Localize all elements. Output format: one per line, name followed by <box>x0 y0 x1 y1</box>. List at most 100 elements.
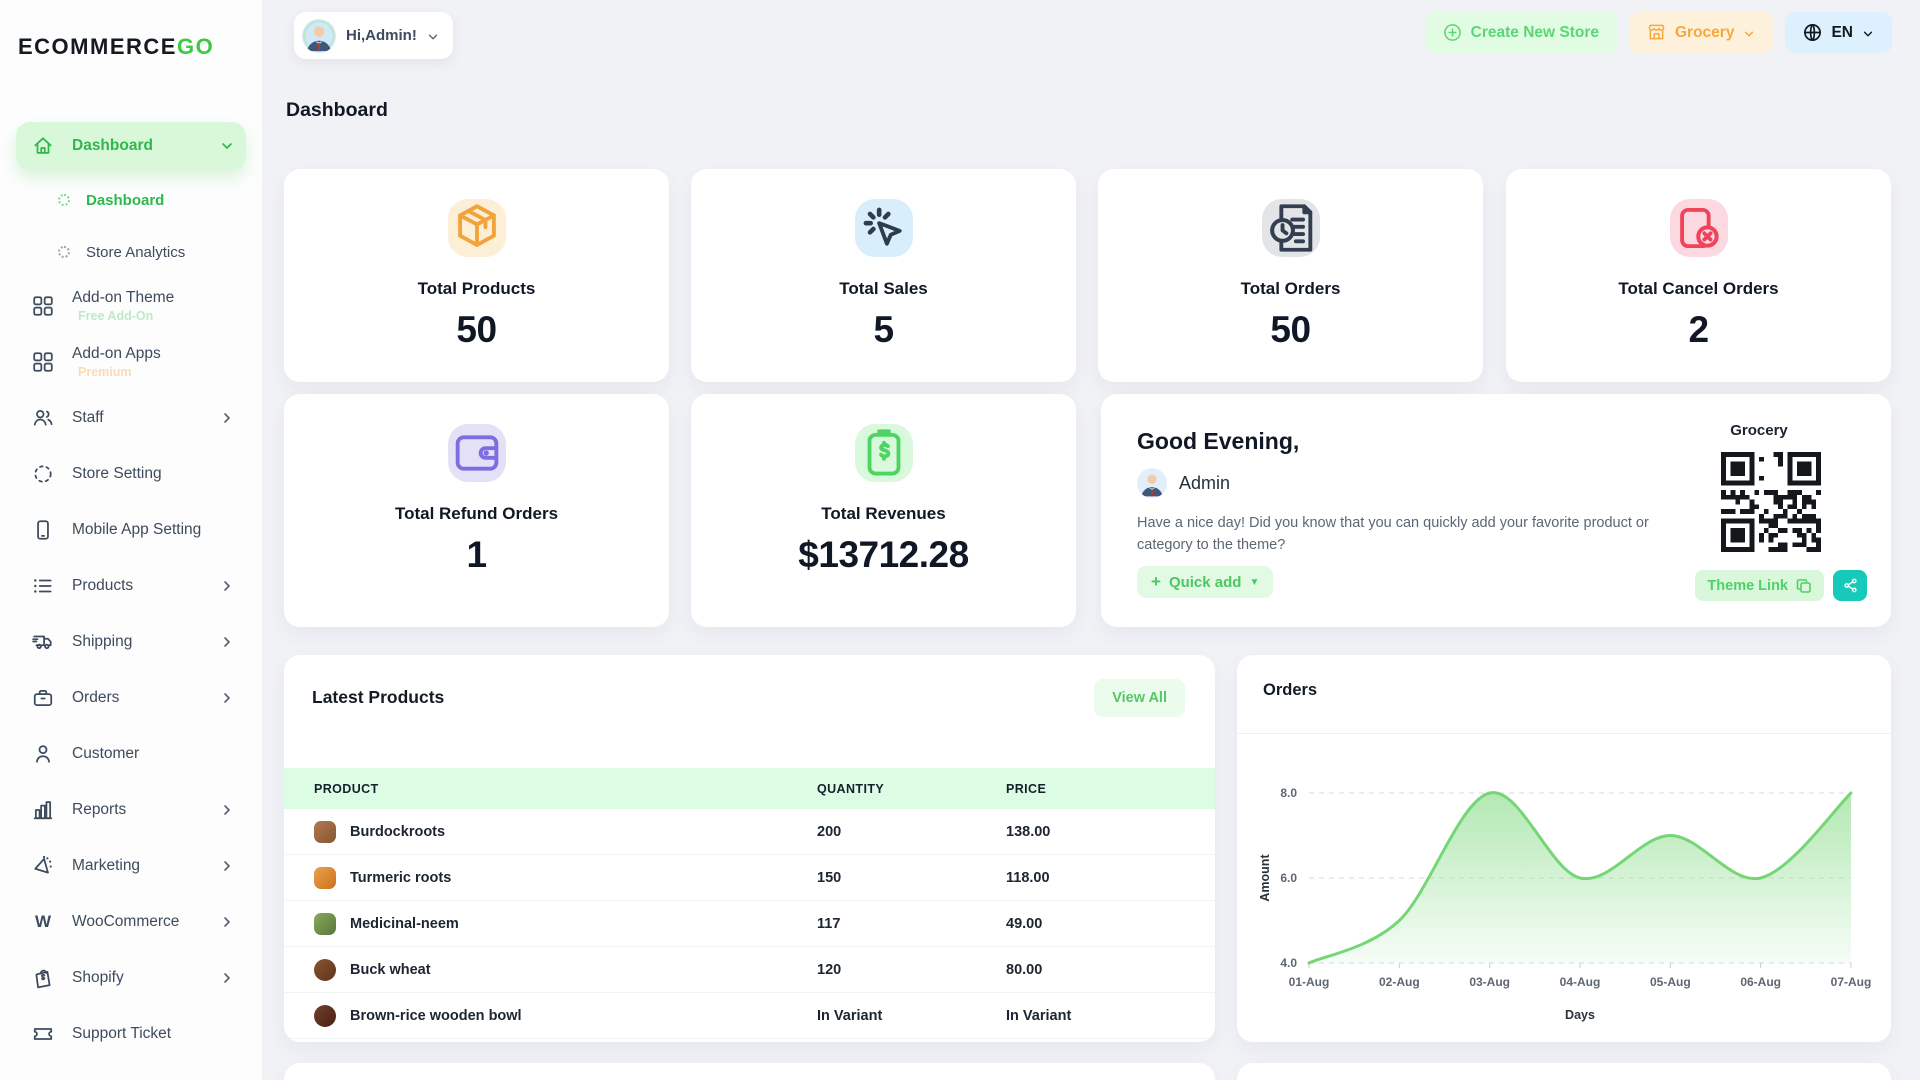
stat-value: 50 <box>456 309 497 350</box>
svg-text:Amount: Amount <box>1258 854 1272 902</box>
sidebar-item-products[interactable]: Products <box>16 562 246 610</box>
table-row[interactable]: Buck wheat 120 80.00 <box>284 947 1215 993</box>
language-selector-button[interactable]: EN <box>1785 12 1892 53</box>
sidebar-item-shopify[interactable]: Shopify <box>16 954 246 1002</box>
user-menu-chip[interactable]: Hi,Admin! <box>294 12 453 59</box>
premium-badge: Premium <box>78 365 132 379</box>
stat-card-total-revenues: Total Revenues $13712.28 <box>691 394 1076 627</box>
brand-text: ECOMMERCE <box>18 34 177 59</box>
sidebar-item-label: Products <box>72 577 134 594</box>
table-row[interactable]: Brown-rice wooden bowl In Variant In Var… <box>284 993 1215 1039</box>
orders-invoice-icon <box>1261 199 1320 257</box>
chevron-right-icon <box>220 691 234 705</box>
sidebar-item-orders[interactable]: Orders <box>16 674 246 722</box>
sidebar-item-label: Staff <box>72 409 104 426</box>
bullet-icon <box>58 246 70 258</box>
sidebar-item-support-ticket[interactable]: Support Ticket <box>16 1010 246 1058</box>
product-name: Medicinal-neem <box>350 915 459 932</box>
sidebar-item-label: Shipping <box>72 633 133 650</box>
greeting-username: Admin <box>1179 472 1231 493</box>
stat-value: 1 <box>466 534 487 575</box>
grid-icon <box>32 295 54 317</box>
product-quantity: 117 <box>817 915 841 932</box>
svg-text:05-Aug: 05-Aug <box>1650 975 1691 989</box>
sidebar-item-customer[interactable]: Customer <box>16 730 246 778</box>
svg-text:4.0: 4.0 <box>1280 956 1297 970</box>
chevron-right-icon <box>220 859 234 873</box>
stat-label: Total Products <box>417 279 536 298</box>
stat-value: 2 <box>1688 309 1709 350</box>
table-header-row: PRODUCT QUANTITY PRICE <box>284 768 1215 809</box>
stat-label: Total Refund Orders <box>394 504 559 523</box>
partial-card <box>1237 1063 1891 1080</box>
sidebar-item-label: Support Ticket <box>72 1025 172 1042</box>
svg-text:03-Aug: 03-Aug <box>1469 975 1510 989</box>
column-header-product: PRODUCT <box>314 781 379 796</box>
sidebar-item-label: Mobile App Setting <box>72 521 202 538</box>
table-row[interactable]: Medicinal-neem 117 49.00 <box>284 901 1215 947</box>
table-row[interactable]: Turmeric roots 150 118.00 <box>284 855 1215 901</box>
sidebar-item-addon-apps[interactable]: Add-on Apps Premium <box>16 338 246 386</box>
chevron-down-icon <box>1862 27 1874 39</box>
bullet-icon <box>58 194 70 206</box>
view-all-button[interactable]: View All <box>1094 679 1185 717</box>
storefront-icon <box>1647 23 1666 42</box>
create-store-label: Create New Store <box>1470 23 1599 41</box>
avatar <box>1137 468 1167 498</box>
share-button[interactable] <box>1833 570 1867 601</box>
users-icon <box>32 407 54 429</box>
store-selector-button[interactable]: Grocery <box>1629 12 1774 53</box>
stat-value: 5 <box>873 309 894 350</box>
product-name: Brown-rice wooden bowl <box>350 1007 522 1024</box>
refund-wallet-icon <box>447 424 506 482</box>
sidebar-item-store-analytics[interactable]: Store Analytics <box>16 230 246 274</box>
quick-add-button[interactable]: + Quick add ▼ <box>1137 566 1274 598</box>
product-thumbnail <box>314 1004 336 1027</box>
orders-chart-card: Orders 4.0 6.0 8.0 01-Aug 02-Aug 03-Aug 04-Aug… <box>1237 655 1891 1042</box>
svg-text:06-Aug: 06-Aug <box>1740 975 1781 989</box>
theme-qr-code <box>1721 452 1821 552</box>
briefcase-icon <box>32 687 54 709</box>
product-quantity: 120 <box>817 961 842 978</box>
greeting-card: Good Evening, Admin Have a nice day! Did… <box>1101 394 1891 627</box>
sidebar-item-shipping[interactable]: Shipping <box>16 618 246 666</box>
product-thumbnail <box>314 820 336 843</box>
sidebar-item-addon-theme[interactable]: Add-on Theme Free Add-On <box>16 282 246 330</box>
globe-icon <box>1803 23 1822 42</box>
sidebar-item-mobile-app-setting[interactable]: Mobile App Setting <box>16 506 246 554</box>
svg-text:04-Aug: 04-Aug <box>1560 975 1601 989</box>
avatar <box>302 18 336 53</box>
theme-link-button[interactable]: Theme Link <box>1695 570 1824 601</box>
product-quantity: In Variant <box>817 1007 883 1024</box>
sidebar: ECOMMERCEGO Dashboard Dashboard Store An… <box>0 0 262 1080</box>
dotted-circle-icon <box>32 463 54 485</box>
create-new-store-button[interactable]: Create New Store <box>1424 12 1617 53</box>
product-quantity: 200 <box>817 823 842 840</box>
sidebar-item-label: Customer <box>72 745 140 762</box>
orders-chart-title: Orders <box>1263 681 1318 699</box>
sidebar-item-label: Add-on Theme <box>72 289 175 306</box>
product-price: 80.00 <box>1006 961 1043 978</box>
svg-text:02-Aug: 02-Aug <box>1379 975 1420 989</box>
product-thumbnail <box>314 866 336 889</box>
sidebar-item-woocommerce[interactable]: W WooCommerce <box>16 898 246 946</box>
store-selector-label: Grocery <box>1675 23 1735 41</box>
sidebar-item-dashboard[interactable]: Dashboard <box>16 122 246 170</box>
sidebar-item-dashboard-sub[interactable]: Dashboard <box>16 178 246 222</box>
plus-icon: + <box>1151 572 1161 591</box>
chevron-down-icon <box>220 139 234 153</box>
sidebar-item-staff[interactable]: Staff <box>16 394 246 442</box>
sidebar-item-marketing[interactable]: Marketing <box>16 842 246 890</box>
bar-chart-icon <box>32 799 54 821</box>
sidebar-item-store-setting[interactable]: Store Setting <box>16 450 246 498</box>
sidebar-item-label: Add-on Apps <box>72 345 161 362</box>
svg-text:Days: Days <box>1565 1008 1595 1022</box>
column-header-price: PRICE <box>1006 781 1047 796</box>
cancel-order-icon <box>1669 199 1728 257</box>
sidebar-item-label: Marketing <box>72 857 141 874</box>
svg-text:01-Aug: 01-Aug <box>1289 975 1330 989</box>
home-icon <box>32 135 54 157</box>
sidebar-item-reports[interactable]: Reports <box>16 786 246 834</box>
product-name: Burdockroots <box>350 823 446 840</box>
table-row[interactable]: Burdockroots 200 138.00 <box>284 809 1215 855</box>
